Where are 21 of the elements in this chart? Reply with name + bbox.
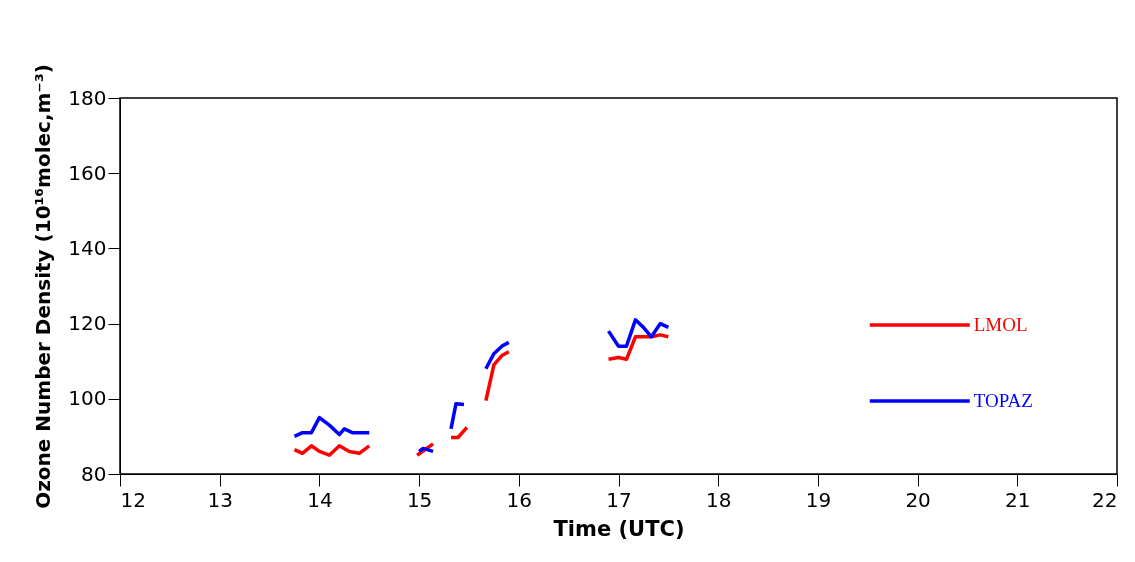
x-tick-label: 20 — [905, 487, 931, 512]
x-tick-label: 16 — [506, 487, 533, 512]
x-tick-label: 22 — [1092, 487, 1118, 512]
x-tick-label: 18 — [705, 487, 732, 512]
y-tick-label: 160 — [68, 160, 107, 185]
text: LMOL — [973, 314, 1028, 335]
y-tick-label: 100 — [68, 386, 107, 411]
y-axis-title: Ozone Number Density (10¹⁶molec,m⁻³) — [31, 64, 56, 509]
x-tick-label: 13 — [207, 487, 233, 512]
x-tick-label: 15 — [406, 487, 433, 512]
x-axis-title: Time (UTC) — [553, 516, 685, 541]
x-tick-label: 14 — [307, 487, 333, 512]
x-tick-label: 17 — [606, 487, 632, 512]
x-tick-label: 21 — [1005, 487, 1031, 512]
y-tick-label: 80 — [81, 461, 107, 486]
y-tick-label: 140 — [68, 235, 107, 260]
text: TOPAZ — [973, 390, 1033, 411]
y-tick-label: 180 — [68, 85, 107, 110]
y-tick-label: 120 — [68, 311, 107, 336]
x-tick-label: 12 — [120, 487, 146, 512]
x-tick-label: 19 — [805, 487, 832, 512]
